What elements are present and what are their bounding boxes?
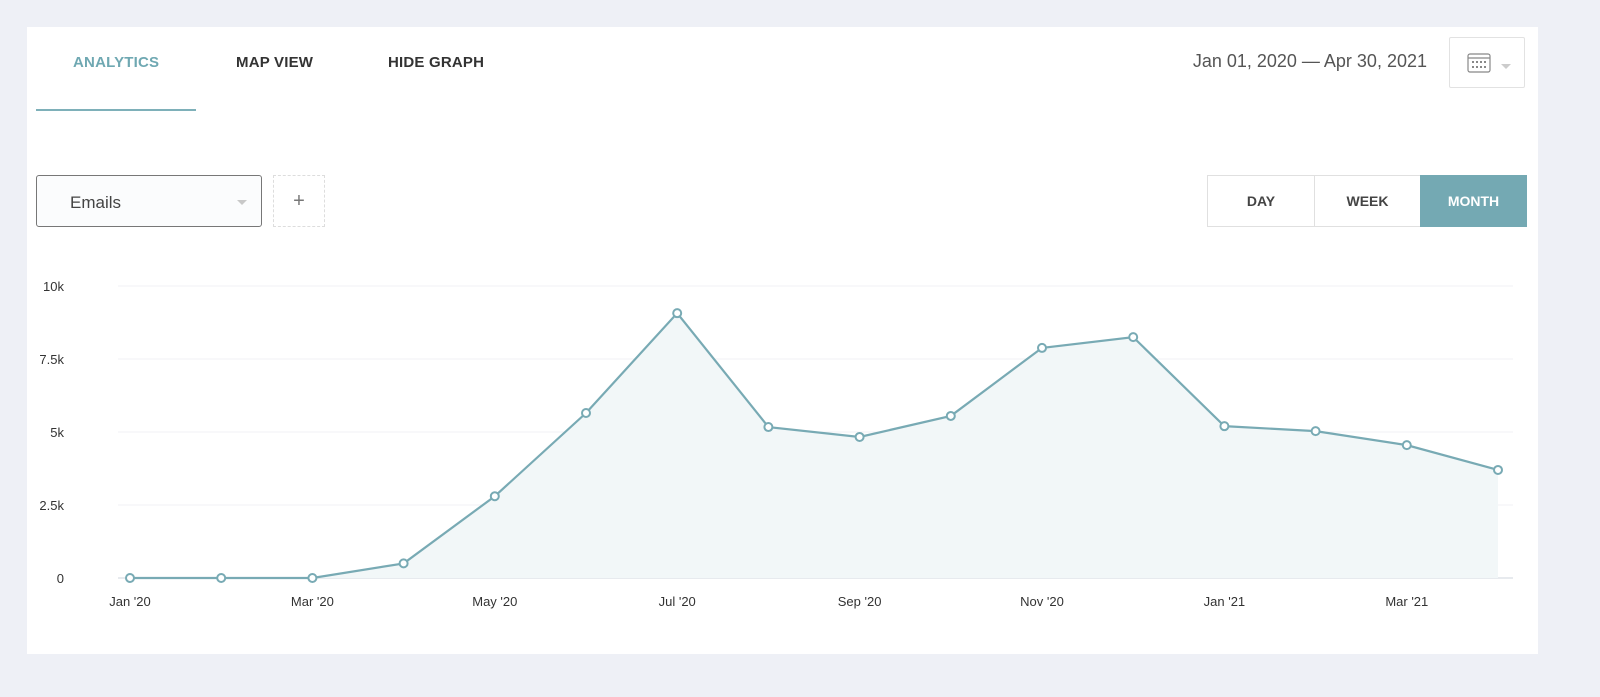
data-point xyxy=(398,558,409,569)
add-metric-button[interactable]: + xyxy=(273,175,325,227)
metric-select-value: Emails xyxy=(70,193,122,212)
data-point xyxy=(1401,440,1412,451)
data-point xyxy=(307,573,318,583)
x-tick-label: Sep '20 xyxy=(838,594,882,609)
tab-map-view[interactable]: MAP VIEW xyxy=(236,54,314,71)
y-tick-label: 0 xyxy=(57,571,64,586)
data-point xyxy=(1310,426,1321,437)
y-tick-label: 5k xyxy=(50,425,64,440)
data-point xyxy=(1493,464,1503,475)
data-point xyxy=(125,573,135,583)
x-tick-label: Mar '21 xyxy=(1385,594,1428,609)
granularity-month[interactable]: MONTH xyxy=(1420,175,1527,227)
x-tick-label: Jan '20 xyxy=(109,594,151,609)
y-tick-label: 2.5k xyxy=(39,498,64,513)
calendar-icon xyxy=(1467,53,1511,73)
y-tick-label: 7.5k xyxy=(39,352,64,367)
chevron-down-icon xyxy=(237,200,247,205)
data-point xyxy=(854,431,865,442)
data-point xyxy=(1037,342,1047,353)
x-tick-label: Jan '21 xyxy=(1204,594,1246,609)
x-tick-label: Jul '20 xyxy=(659,594,696,609)
calendar-button[interactable] xyxy=(1449,37,1525,88)
data-point xyxy=(945,410,956,421)
series-area xyxy=(130,313,1498,578)
data-point xyxy=(489,491,500,502)
tab-analytics[interactable]: ANALYTICS xyxy=(73,54,160,71)
chevron-down-icon xyxy=(1501,64,1511,69)
data-point xyxy=(672,308,683,319)
active-tab-indicator xyxy=(36,109,196,111)
data-point xyxy=(581,408,591,419)
x-tick-label: Mar '20 xyxy=(291,594,334,609)
metric-select[interactable]: Emails xyxy=(36,175,262,227)
x-tick-label: Nov '20 xyxy=(1020,594,1064,609)
y-tick-label: 10k xyxy=(43,279,64,294)
data-point xyxy=(1219,421,1230,432)
tab-hide-graph[interactable]: HIDE GRAPH xyxy=(388,54,485,71)
x-tick-label: May '20 xyxy=(472,594,517,609)
data-point xyxy=(216,573,227,583)
data-point xyxy=(763,422,774,433)
date-range[interactable]: Jan 01, 2020 — Apr 30, 2021 xyxy=(1192,51,1427,71)
data-point xyxy=(1128,332,1139,343)
series-line xyxy=(130,311,1499,580)
